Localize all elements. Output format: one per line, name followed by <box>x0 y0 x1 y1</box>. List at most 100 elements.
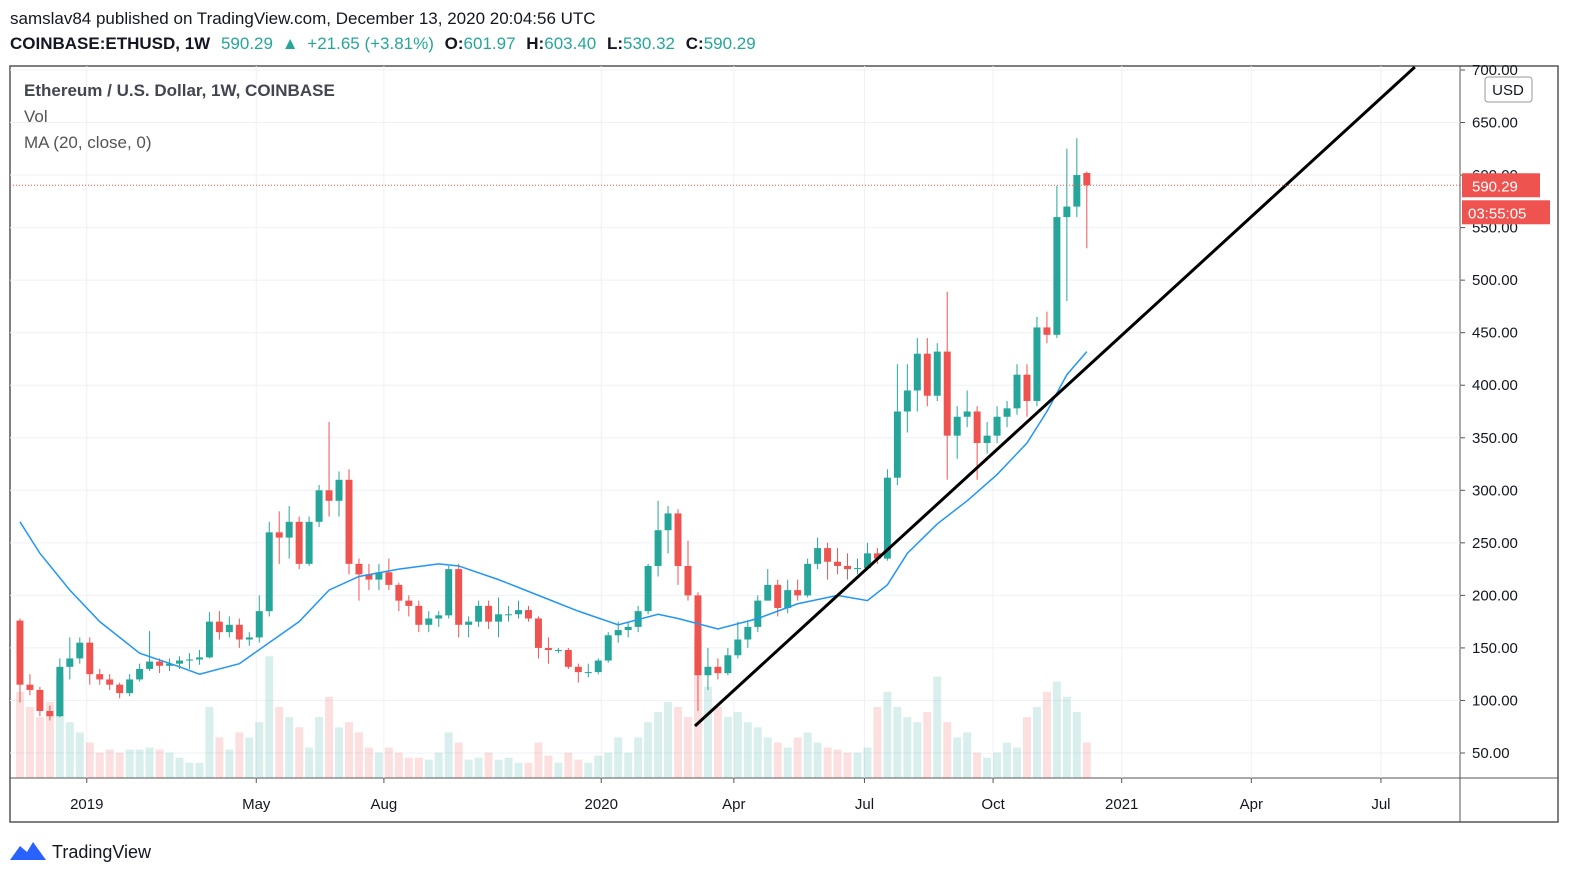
volume-bar <box>943 722 952 778</box>
volume-bar <box>1032 706 1041 778</box>
volume-bar <box>95 752 104 778</box>
candle-body <box>335 479 343 501</box>
volume-bar <box>275 706 284 778</box>
candle-body <box>694 595 702 676</box>
change: +21.65 (+3.81%) <box>307 34 434 53</box>
volume-bar <box>25 706 34 778</box>
candle-body <box>933 351 941 396</box>
price: 590.29 <box>221 34 273 53</box>
volume-bar <box>325 696 334 778</box>
brand: TradingView <box>52 842 152 862</box>
candle-body <box>465 621 473 625</box>
volume-bar <box>315 717 324 778</box>
candle-body <box>295 521 303 564</box>
candle-body <box>106 679 114 685</box>
volume-bar <box>35 717 44 778</box>
candle-body <box>554 650 562 652</box>
volume-bar <box>594 755 603 778</box>
volume-bar <box>823 747 832 778</box>
ohlc-label: O: <box>445 34 464 53</box>
candle-body <box>66 658 74 667</box>
volume-bar <box>1042 691 1051 778</box>
y-tick-label: 100.00 <box>1472 692 1518 709</box>
y-tick-label: 700.00 <box>1472 62 1518 79</box>
candle-body <box>76 642 84 659</box>
countdown-box <box>1462 200 1550 225</box>
candle-body <box>883 477 891 559</box>
candle-body <box>893 411 901 478</box>
y-tick-label: 50.00 <box>1472 745 1510 762</box>
volume-bar <box>1052 681 1061 778</box>
candle-body <box>156 661 164 666</box>
candle-body <box>844 565 852 570</box>
candle-body <box>824 548 832 562</box>
candle-body <box>853 568 861 570</box>
volume-bar <box>215 737 224 778</box>
volume-bar <box>504 757 513 778</box>
moving-average <box>19 351 1088 675</box>
volume-bar <box>165 752 174 778</box>
volume-bar <box>414 757 423 778</box>
volume-bar <box>883 691 892 778</box>
legend-title: Ethereum / U.S. Dollar, 1W, COINBASE <box>24 81 335 100</box>
currency-box[interactable] <box>1484 76 1533 103</box>
candle-body <box>754 600 762 627</box>
candle-body <box>46 710 54 717</box>
candle-body <box>375 572 383 580</box>
trend-line <box>693 66 1416 728</box>
candle-body <box>205 621 213 658</box>
volume-bar <box>1072 712 1081 778</box>
volume-bar <box>135 749 144 778</box>
volume-bar <box>534 742 543 778</box>
ohlc-label: H: <box>526 34 544 53</box>
y-tick-label: 450.00 <box>1472 325 1518 342</box>
volume-bar <box>484 752 493 778</box>
candle-body <box>495 614 503 622</box>
candle-body <box>564 650 572 667</box>
arrow: ▲ <box>282 34 299 53</box>
volume-bar <box>155 749 164 778</box>
candle-body <box>983 435 991 444</box>
volume-bar <box>85 742 94 778</box>
candle-body <box>1043 327 1051 335</box>
candle-body <box>245 637 253 640</box>
candle-body <box>215 621 223 633</box>
volume-bar <box>55 676 64 778</box>
currency[interactable]: USD <box>1492 82 1524 99</box>
candle-body <box>136 668 144 680</box>
plot <box>10 66 1460 778</box>
candle-body <box>764 584 772 601</box>
volume-bar <box>374 752 383 778</box>
volume-bar <box>245 737 254 778</box>
symbol-line: COINBASE:ETHUSD, 1W 590.29 ▲ +21.65 (+3.… <box>10 34 756 53</box>
volume-bar <box>1013 747 1022 778</box>
chart-frame <box>9 65 1559 823</box>
candle-body <box>435 615 443 619</box>
candle-body <box>923 353 931 396</box>
candle-body <box>1033 327 1041 401</box>
y-tick-label: 350.00 <box>1472 430 1518 447</box>
candle-body <box>1053 217 1061 335</box>
volume-bar <box>853 752 862 778</box>
volume-bar <box>923 712 932 778</box>
candle-body <box>325 490 333 501</box>
candle-body <box>345 479 353 564</box>
candle-body <box>744 626 752 640</box>
y-tick-label: 300.00 <box>1472 482 1518 499</box>
volume-bar <box>763 737 772 778</box>
candle-body <box>644 565 652 612</box>
volume-bar <box>364 747 373 778</box>
grid <box>10 66 1460 778</box>
volume-bar <box>394 752 403 778</box>
candle-body <box>794 590 802 596</box>
volume-bar <box>444 732 453 778</box>
volume-bar <box>175 757 184 778</box>
ohlc-value: 603.40 <box>544 34 596 53</box>
volume-bar <box>45 701 54 778</box>
candle-body <box>36 689 44 711</box>
volume-bar <box>843 752 852 778</box>
volume-bar <box>205 706 214 778</box>
candle-body <box>1013 374 1021 409</box>
candle-body <box>96 674 104 680</box>
candle-body <box>365 574 373 580</box>
